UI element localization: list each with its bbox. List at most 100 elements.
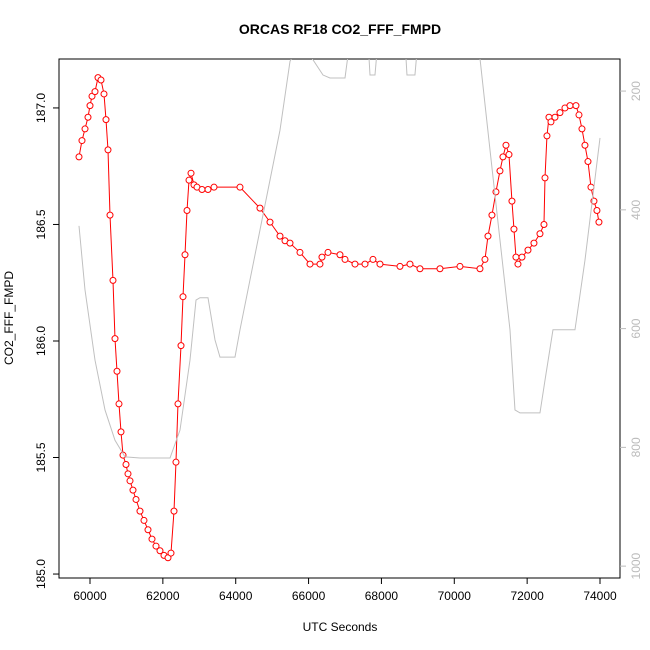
data-point: [91, 88, 99, 96]
data-point: [540, 220, 548, 228]
data-point: [551, 113, 559, 121]
data-point: [306, 260, 314, 268]
x-tick-label: 68000: [365, 589, 399, 603]
data-point: [296, 248, 304, 256]
data-point: [183, 206, 191, 214]
data-point: [144, 526, 152, 534]
data-point: [170, 507, 178, 515]
y2-tick-label: 800: [629, 437, 643, 457]
data-point: [136, 507, 144, 515]
data-point: [324, 248, 332, 256]
data-point: [496, 167, 504, 175]
x-tick-label: 70000: [438, 589, 472, 603]
data-point: [78, 137, 86, 145]
y2-tick-label: 200: [629, 81, 643, 101]
data-point: [167, 549, 175, 557]
data-point: [100, 90, 108, 98]
data-point: [499, 153, 507, 161]
data-point: [510, 225, 518, 233]
data-point: [436, 265, 444, 273]
data-point: [152, 542, 160, 550]
data-point: [104, 146, 112, 154]
data-point: [210, 183, 218, 191]
data-point: [536, 230, 544, 238]
data-point: [512, 253, 520, 261]
data-point: [318, 253, 326, 261]
data-point: [106, 211, 114, 219]
series-line: [78, 76, 600, 559]
data-point: [572, 102, 580, 110]
y2-tick-label: 400: [629, 199, 643, 219]
data-point: [593, 206, 601, 214]
data-point: [341, 255, 349, 263]
data-point: [236, 183, 244, 191]
data-point: [481, 255, 489, 263]
data-point: [584, 158, 592, 166]
data-point: [75, 153, 83, 161]
data-point: [156, 547, 164, 555]
data-point: [115, 400, 123, 408]
data-point: [286, 239, 294, 247]
data-point: [484, 232, 492, 240]
data-point: [140, 516, 148, 524]
data-point: [172, 458, 180, 466]
x-tick-label: 74000: [583, 589, 617, 603]
data-point: [556, 109, 564, 117]
data-point: [185, 176, 193, 184]
x-tick-label: 72000: [510, 589, 544, 603]
data-point: [179, 293, 187, 301]
data-point: [84, 113, 92, 121]
data-point: [124, 470, 132, 478]
plot-area: [75, 59, 603, 562]
y-axis-label: CO2_FFF_FMPD: [2, 271, 16, 365]
data-point: [416, 265, 424, 273]
data-point: [132, 495, 140, 503]
data-point: [126, 477, 134, 485]
data-point: [361, 260, 369, 268]
data-point: [102, 116, 110, 124]
data-point: [575, 111, 583, 119]
data-point: [518, 253, 526, 261]
data-point: [406, 260, 414, 268]
data-point: [476, 265, 484, 273]
data-point: [187, 169, 195, 177]
data-point: [541, 174, 549, 182]
data-point: [81, 125, 89, 133]
y2-tick-label: 1000: [629, 552, 643, 579]
data-point: [456, 262, 464, 270]
x-tick-label: 60000: [73, 589, 107, 603]
data-point: [148, 535, 156, 543]
data-point: [266, 218, 274, 226]
data-point: [198, 186, 206, 194]
data-point: [492, 188, 500, 196]
data-point: [505, 151, 513, 159]
data-point: [543, 132, 551, 140]
data-point: [396, 262, 404, 270]
data-point: [508, 197, 516, 205]
data-point: [514, 260, 522, 268]
x-tick-label: 64000: [219, 589, 253, 603]
data-point: [181, 251, 189, 259]
data-point: [276, 232, 284, 240]
data-point: [113, 367, 121, 375]
y-tick-label: 185.5: [34, 442, 48, 472]
data-point: [578, 125, 586, 133]
data-point: [581, 141, 589, 149]
data-point: [256, 204, 264, 212]
data-point: [376, 260, 384, 268]
y2-tick-label: 600: [629, 318, 643, 338]
data-point: [530, 239, 538, 247]
x-tick-label: 62000: [146, 589, 180, 603]
data-point: [595, 218, 603, 226]
y-tick-label: 185.0: [34, 559, 48, 589]
data-point: [177, 342, 185, 350]
data-point: [316, 260, 324, 268]
data-point: [122, 461, 130, 469]
data-point: [351, 260, 359, 268]
x-tick-label: 66000: [292, 589, 326, 603]
data-point: [109, 276, 117, 284]
x-axis-label: UTC Seconds: [303, 620, 378, 634]
data-point: [524, 246, 532, 254]
